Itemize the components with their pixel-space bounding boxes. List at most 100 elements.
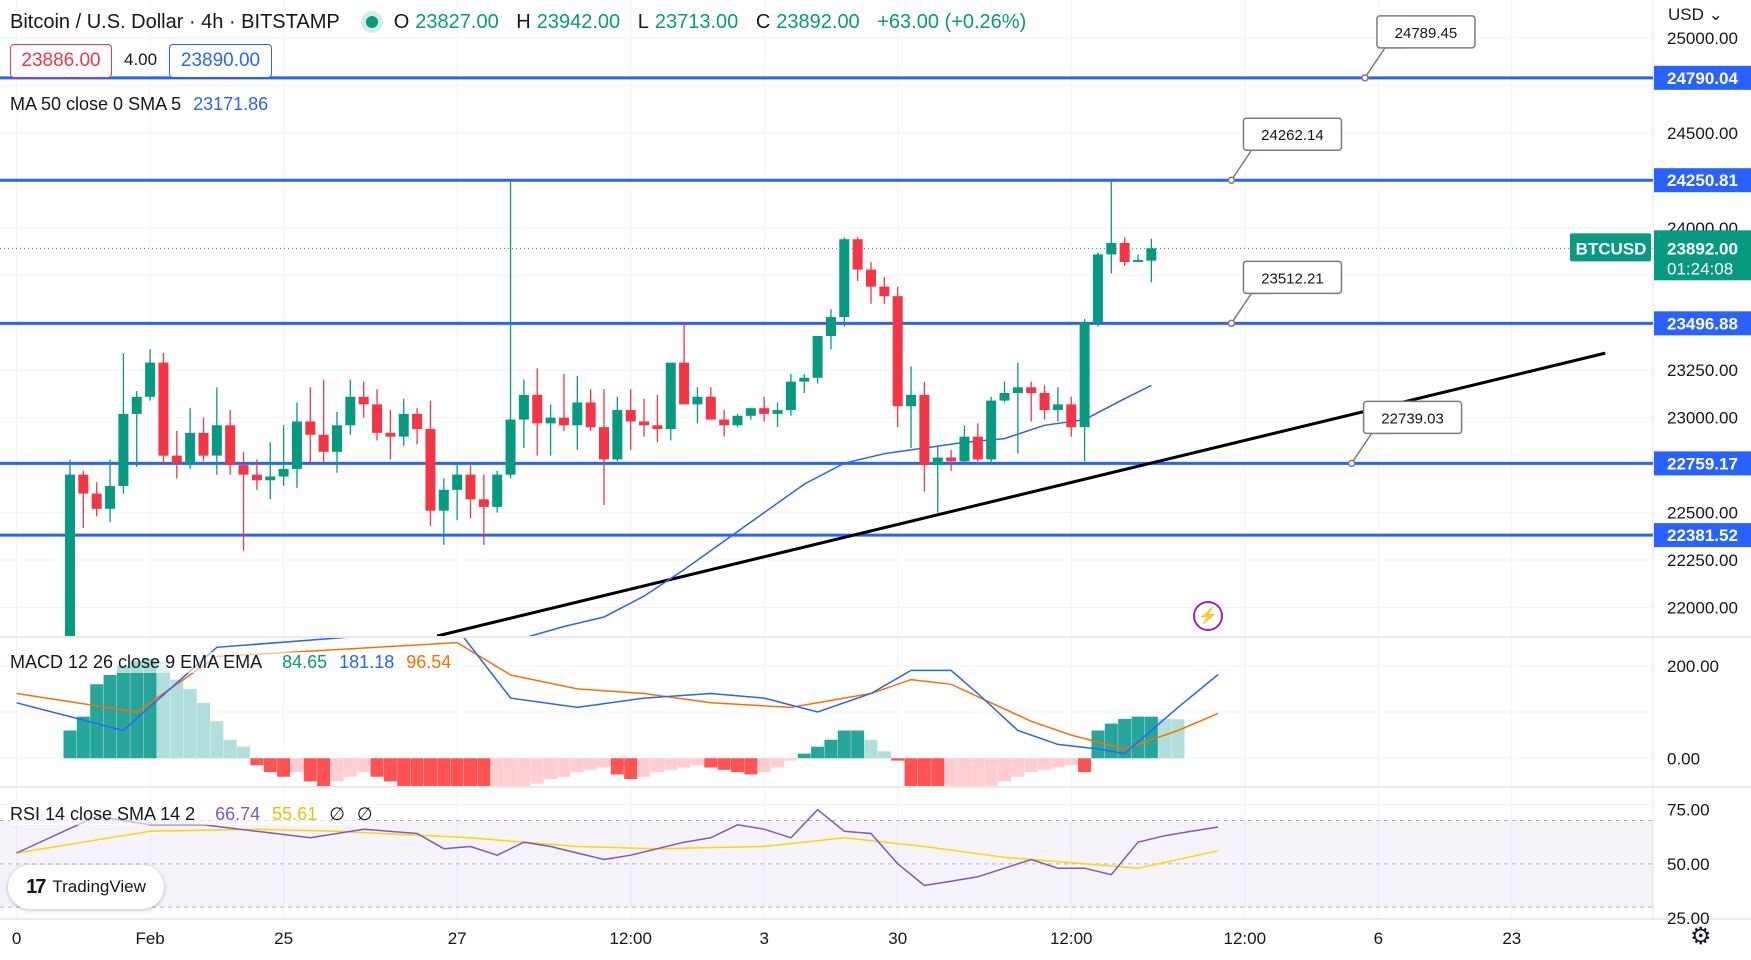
callout-pointer [1350,432,1392,464]
time-tick-label: 12:00 [1224,929,1267,948]
callout-pointer [1364,47,1405,79]
candle-body [732,415,743,426]
macd-hist-bar [637,758,651,777]
macd-hist-bar [957,758,971,786]
macd-hist-bar [557,758,571,777]
macd-hist-bar [263,758,277,773]
macd-hist-bar [370,758,384,777]
candle-body [612,410,623,460]
macd-hist-bar [677,758,691,768]
tradingview-label: TradingView [52,877,146,896]
rsi-legend[interactable]: RSI 14 close SMA 14 2 66.74 55.61 ∅ ∅ [10,804,373,825]
price-tick-label: 23000.00 [1667,409,1738,428]
macd-hist-bar [397,758,411,786]
macd-hist-bar [343,758,357,777]
macd-hist-bar [490,758,504,786]
callout-anchor [1227,176,1236,184]
callout-anchor [1227,319,1236,328]
symbol-title[interactable]: Bitcoin / U.S. Dollar · 4h · BITSTAMP [10,10,340,33]
macd-hist-bar [864,739,878,759]
callout-label: 24262.14 [1261,127,1324,144]
sell-button[interactable]: 23886.00 [10,44,112,78]
candle-body [1079,322,1090,428]
macd-hist-bar [183,688,197,759]
candle-body [532,394,543,424]
ma50-line [527,384,1152,636]
callout-label: 24789.45 [1395,25,1458,42]
currency-selector[interactable]: USD ⌄ [1668,5,1723,25]
gear-icon[interactable]: ⚙ [1690,923,1712,950]
macd-hist-bar [891,758,905,761]
candle-body [785,381,796,411]
macd-hist-bar [103,675,117,759]
rsi-pane [0,808,1653,908]
candle-body [1039,392,1050,411]
level-callout: 22739.03 [1347,400,1463,468]
level-price-label: 23496.88 [1667,314,1738,333]
macd-hist-bar [904,758,918,786]
macd-hist-bar [704,758,718,768]
buy-button[interactable]: 23890.00 [169,44,272,78]
candle-body [478,499,489,507]
macd-hist-bar [717,758,731,770]
macd-hist-bar [464,758,477,786]
candle-body [625,410,636,422]
candle-body [719,419,730,426]
level-callout: 23512.21 [1227,260,1343,328]
price-tick-label: 22250.00 [1667,551,1738,570]
macd-hist-bar [544,758,558,780]
candle-body [185,432,196,464]
candle-body [999,392,1010,401]
macd-line [16,638,1219,755]
ohlc-high: H 23942.00 [516,10,621,33]
candle-body [879,286,890,297]
currency-label: USD [1668,5,1704,24]
candle-body [251,474,262,481]
macd-hist-bar [477,758,491,786]
candle-body [505,419,516,475]
candle-body [825,317,836,337]
candle-body [238,465,249,475]
macd-hist-bar [504,758,518,786]
macd-hist-bar [811,746,825,759]
rsi-tick-label: 50.00 [1667,855,1710,874]
ohlc-close: C 23892.00 [755,10,860,33]
level-price-tag [1654,65,1751,90]
candle-body [412,413,423,430]
macd-hist-bar [744,758,758,775]
candle-body [118,413,129,487]
candle-body [545,417,556,424]
macd-hist-bar [1024,758,1038,773]
candle-body [1012,387,1023,393]
candle-body [385,432,396,437]
callout-pointer [1230,292,1272,324]
lightning-icon[interactable]: ⚡ [1193,601,1223,631]
callout-box [1242,117,1343,151]
candle-body [639,421,650,426]
macd-hist-bar [1038,758,1052,770]
candle-body [398,413,409,437]
candle-body [65,474,75,636]
candle-body [158,362,169,456]
time-tick-label: 12:00 [609,929,652,948]
tradingview-badge[interactable]: 17 TradingView [8,865,164,909]
macd-hist-bar [1091,730,1105,759]
price-tick-label: 23250.00 [1667,361,1738,380]
candle-body [679,362,690,405]
callout-anchor [1361,74,1369,82]
level-callout: 24262.14 [1227,117,1343,184]
macd-hist-bar [624,758,638,780]
level-price-tag [1654,311,1751,336]
callout-box [1242,260,1343,295]
time-tick-label: 0 [12,929,21,948]
macd-hist-bar [837,730,851,759]
macd-hist-bar [237,746,251,759]
level-price-tag [1654,168,1751,193]
macd-hist-bar [357,758,371,773]
macd-tick-label: 200.00 [1667,657,1719,676]
candle-body [465,474,476,500]
macd-legend[interactable]: MACD 12 26 close 9 EMA EMA 84.65 181.18 96.… [10,652,452,673]
ma-legend[interactable]: MA 50 close 0 SMA 5 23171.86 [10,94,269,115]
